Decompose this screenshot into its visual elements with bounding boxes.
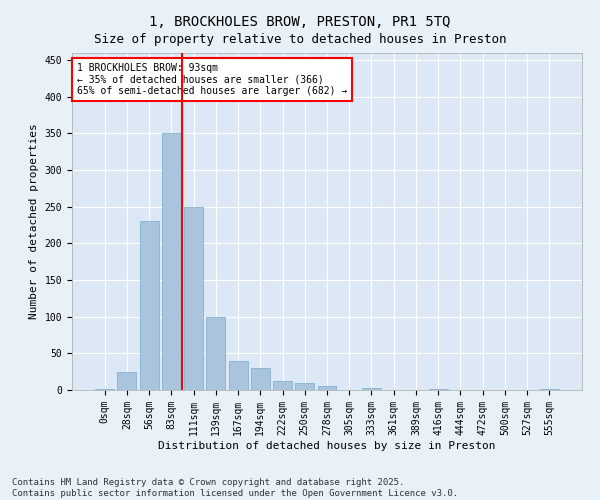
X-axis label: Distribution of detached houses by size in Preston: Distribution of detached houses by size … (158, 440, 496, 450)
Text: 1 BROCKHOLES BROW: 93sqm
← 35% of detached houses are smaller (366)
65% of semi-: 1 BROCKHOLES BROW: 93sqm ← 35% of detach… (77, 62, 347, 96)
Bar (362, 388, 381, 390)
Text: Contains HM Land Registry data © Crown copyright and database right 2025.
Contai: Contains HM Land Registry data © Crown c… (12, 478, 458, 498)
Bar (229, 360, 248, 390)
Bar (273, 381, 292, 390)
Bar (295, 382, 314, 390)
Y-axis label: Number of detached properties: Number of detached properties (29, 124, 39, 319)
Bar (317, 386, 337, 390)
Bar (118, 372, 136, 390)
Text: Size of property relative to detached houses in Preston: Size of property relative to detached ho… (94, 32, 506, 46)
Bar (184, 206, 203, 390)
Text: 1, BROCKHOLES BROW, PRESTON, PR1 5TQ: 1, BROCKHOLES BROW, PRESTON, PR1 5TQ (149, 15, 451, 29)
Bar (140, 221, 158, 390)
Bar (162, 133, 181, 390)
Bar (206, 316, 225, 390)
Bar (95, 388, 114, 390)
Bar (251, 368, 270, 390)
